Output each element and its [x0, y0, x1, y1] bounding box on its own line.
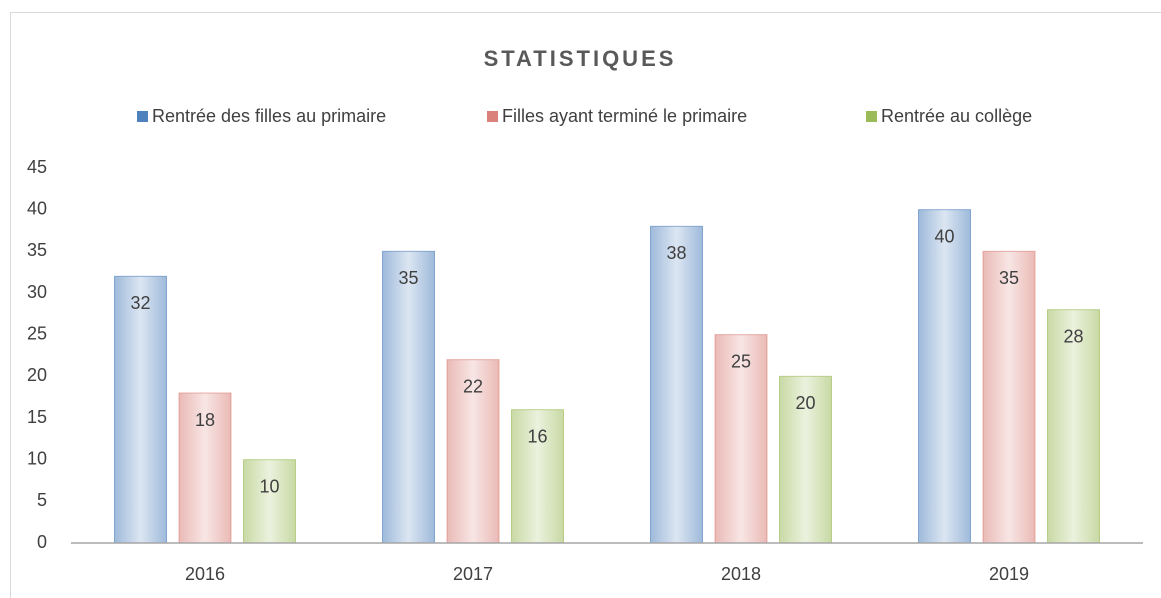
chart-title: STATISTIQUES	[484, 46, 677, 71]
bar	[1047, 309, 1100, 544]
y-tick-label: 45	[27, 157, 47, 177]
legend-swatch	[137, 111, 148, 122]
x-tick-label: 2017	[453, 564, 493, 584]
legend-swatch	[487, 111, 498, 122]
data-label: 35	[398, 268, 418, 288]
y-tick-label: 40	[27, 198, 47, 218]
y-tick-label: 0	[37, 532, 47, 552]
data-label: 22	[463, 376, 483, 396]
x-tick-label: 2018	[721, 564, 761, 584]
bar	[982, 250, 1036, 544]
data-label: 10	[259, 476, 279, 496]
data-label: 32	[130, 293, 150, 313]
data-label: 25	[731, 351, 751, 371]
bar	[446, 359, 500, 544]
bar	[714, 334, 768, 544]
y-tick-label: 30	[27, 282, 47, 302]
chart-border	[10, 12, 1161, 598]
y-tick-label: 25	[27, 323, 47, 343]
y-tick-label: 5	[37, 490, 47, 510]
bar	[382, 250, 435, 544]
bar	[650, 225, 703, 544]
legend-label: Rentrée au collège	[881, 106, 1032, 126]
data-label: 28	[1063, 326, 1083, 346]
bar	[779, 375, 832, 544]
data-label: 40	[934, 226, 954, 246]
y-tick-label: 35	[27, 240, 47, 260]
legend-label: Filles ayant terminé le primaire	[502, 106, 747, 126]
data-label: 35	[999, 268, 1019, 288]
bar	[918, 209, 971, 544]
data-label: 20	[795, 393, 815, 413]
bar	[178, 392, 232, 544]
legend-swatch	[866, 111, 877, 122]
data-label: 16	[527, 426, 547, 446]
legend-label: Rentrée des filles au primaire	[152, 106, 386, 126]
x-tick-label: 2019	[989, 564, 1029, 584]
y-tick-label: 15	[27, 407, 47, 427]
x-tick-label: 2016	[185, 564, 225, 584]
y-tick-label: 10	[27, 448, 47, 468]
y-tick-label: 20	[27, 365, 47, 385]
data-label: 38	[666, 243, 686, 263]
bar	[243, 459, 296, 544]
bar	[114, 275, 167, 544]
data-label: 18	[195, 410, 215, 430]
